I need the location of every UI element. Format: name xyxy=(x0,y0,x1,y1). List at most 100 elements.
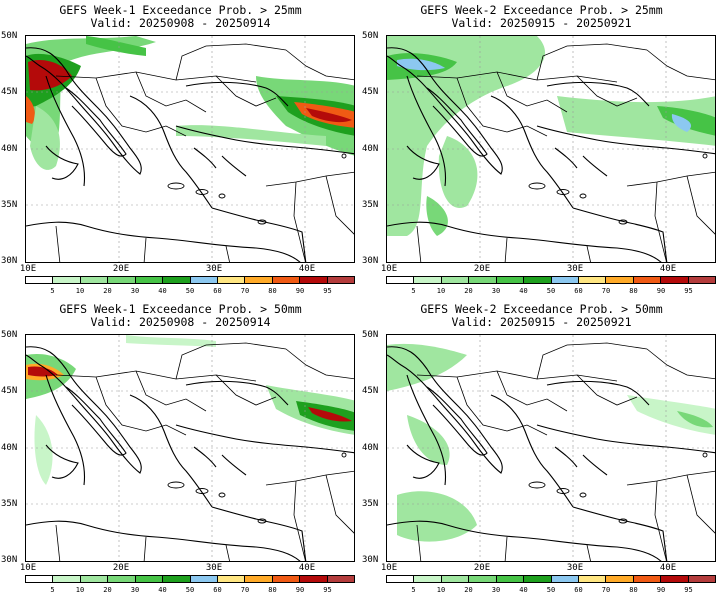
colorbar-label: 30 xyxy=(491,287,501,295)
lat-label-30n: 30N xyxy=(362,555,379,565)
colorbar-swatch xyxy=(441,576,470,582)
colorbar-label: 20 xyxy=(103,586,112,594)
colorbar-swatch xyxy=(300,576,328,582)
colorbar-swatch xyxy=(469,576,497,582)
lat-label-30n: 30N xyxy=(1,256,18,266)
colorbar-swatch xyxy=(414,277,442,283)
island-outline xyxy=(167,182,185,190)
colorbar-swatch xyxy=(327,277,355,283)
country-border xyxy=(135,71,207,113)
colorbar-label: 5 xyxy=(50,586,55,594)
probability-contour xyxy=(176,125,326,146)
island-outline xyxy=(618,219,628,225)
coastline xyxy=(536,424,715,454)
panel-valid-dates: Valid: 20250915 - 20250921 xyxy=(451,315,632,329)
colorbar-swatch xyxy=(53,277,81,283)
colorbar-swatch xyxy=(217,277,246,283)
colorbar-label: 70 xyxy=(240,287,250,295)
colorbar-label: 10 xyxy=(75,287,85,295)
lat-label-30n: 30N xyxy=(362,256,379,266)
coastline xyxy=(45,75,86,187)
lat-label-50n: 50N xyxy=(1,31,18,41)
island-outline xyxy=(257,219,267,225)
lon-label-10e: 10E xyxy=(380,563,398,573)
probability-contour xyxy=(387,343,467,391)
colorbar-swatch xyxy=(387,576,415,582)
colorbar-swatch xyxy=(327,576,355,582)
colorbar-label: 80 xyxy=(629,586,638,594)
island-outline xyxy=(218,492,226,498)
country-border xyxy=(456,77,548,137)
lat-label-45n: 45N xyxy=(362,87,379,97)
lat-label-35n: 35N xyxy=(362,499,379,509)
probability-contour xyxy=(308,407,352,422)
island-outline xyxy=(528,481,546,489)
colorbar-swatch xyxy=(190,576,218,582)
country-border xyxy=(536,43,648,81)
lat-label-45n: 45N xyxy=(362,386,379,396)
country-border xyxy=(576,374,638,406)
coastline xyxy=(387,47,503,175)
colorbar-swatch xyxy=(26,277,54,283)
coastline xyxy=(536,125,715,155)
island-outline xyxy=(341,452,347,458)
coastline xyxy=(193,446,247,476)
colorbar-label: 50 xyxy=(546,287,556,295)
probability-contour xyxy=(438,136,478,208)
coastline xyxy=(185,380,289,406)
panel-title: GEFS Week-1 Exceedance Prob. > 50mm xyxy=(59,302,302,316)
country-border xyxy=(686,474,715,534)
lon-label-30e: 30E xyxy=(566,563,584,573)
panel-title: GEFS Week-2 Exceedance Prob. > 50mm xyxy=(420,302,663,316)
colorbar-label: 40 xyxy=(519,287,528,295)
colorbar-swatch xyxy=(163,277,191,283)
colorbar-swatch xyxy=(163,576,191,582)
map-graphic xyxy=(387,335,715,561)
coastline xyxy=(26,520,301,561)
colorbar-swatch xyxy=(108,277,136,283)
panel-week2-50mm: GEFS Week-2 Exceedance Prob. > 50mm Vali… xyxy=(361,299,722,598)
probability-contour xyxy=(677,411,713,428)
colorbar-label: 60 xyxy=(213,287,222,295)
probability-contour xyxy=(26,96,35,124)
colorbar-label: 30 xyxy=(491,586,501,594)
island-outline xyxy=(195,189,209,195)
probability-map xyxy=(25,35,355,263)
country-border xyxy=(626,470,715,486)
coastline xyxy=(387,221,662,262)
lon-label-40e: 40E xyxy=(298,563,316,573)
colorbar-swatch xyxy=(108,576,136,582)
country-border xyxy=(265,470,354,486)
colorbar xyxy=(386,276,716,284)
probability-map xyxy=(386,35,716,263)
probability-contour xyxy=(34,415,53,485)
country-border xyxy=(285,49,354,81)
coastline xyxy=(175,125,354,155)
lat-label-45n: 45N xyxy=(1,87,18,97)
colorbar-label: 70 xyxy=(240,586,250,594)
colorbar-label: 70 xyxy=(601,586,611,594)
probability-contour xyxy=(30,106,60,170)
colorbar-label: 10 xyxy=(436,586,446,594)
lon-label-20e: 20E xyxy=(112,264,130,274)
island-outline xyxy=(528,182,546,190)
colorbar-label: 60 xyxy=(574,586,583,594)
coastline xyxy=(26,47,142,175)
lat-label-40n: 40N xyxy=(362,443,379,453)
country-border xyxy=(215,374,277,406)
country-border xyxy=(686,175,715,235)
island-outline xyxy=(556,189,570,195)
probability-contour xyxy=(407,415,450,465)
probability-contour xyxy=(397,58,445,71)
country-border xyxy=(416,225,591,262)
colorbar xyxy=(25,575,355,583)
island-outline xyxy=(167,481,185,489)
country-border xyxy=(416,524,591,561)
country-border xyxy=(654,480,667,561)
coastline xyxy=(65,87,127,157)
colorbar-label: 95 xyxy=(323,287,332,295)
panel-week1-50mm: GEFS Week-1 Exceedance Prob. > 50mm Vali… xyxy=(0,299,361,598)
coastline xyxy=(572,207,668,262)
probability-map xyxy=(386,334,716,562)
lat-label-35n: 35N xyxy=(362,200,379,210)
